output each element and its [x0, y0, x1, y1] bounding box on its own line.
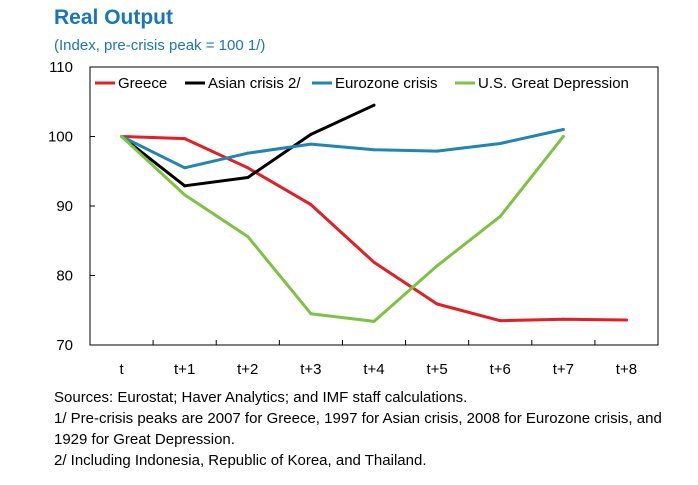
x-tick-label: t+3 — [300, 361, 321, 378]
x-tick-label: t+7 — [553, 361, 574, 378]
chart-subtitle: (Index, pre-crisis peak = 100 1/) — [54, 37, 266, 54]
data-point — [246, 151, 250, 155]
series-line-3 — [120, 135, 565, 323]
x-tick-label: t+5 — [426, 361, 447, 378]
data-point — [246, 235, 250, 239]
data-point — [309, 203, 313, 207]
y-tick-label: 110 — [49, 59, 73, 76]
data-point — [183, 193, 187, 197]
data-point — [183, 137, 187, 141]
legend-label: Eurozone crisis — [335, 75, 438, 92]
series-line-2 — [120, 128, 565, 170]
data-point — [498, 141, 502, 145]
x-tick-label: t — [119, 361, 124, 378]
data-point — [309, 312, 313, 316]
data-point — [498, 214, 502, 218]
data-point — [624, 318, 628, 322]
data-point — [372, 260, 376, 264]
sources-note: Sources: Eurostat; Haver Analytics; and … — [54, 389, 468, 406]
data-point — [246, 176, 250, 180]
data-point — [309, 142, 313, 146]
chart-title: Real Output — [54, 6, 173, 29]
y-tick-label: 80 — [56, 268, 73, 285]
data-point — [372, 148, 376, 152]
data-point — [561, 128, 565, 132]
data-point — [561, 135, 565, 138]
data-point — [498, 319, 502, 323]
x-tick-label: t+2 — [237, 361, 258, 378]
footnote-1: 1/ Pre-crisis peaks are 2007 for Greece,… — [54, 410, 662, 448]
data-point — [183, 184, 187, 188]
x-tick-label: t+1 — [174, 361, 195, 378]
x-tick-label: t+6 — [490, 361, 511, 378]
data-point — [435, 149, 439, 153]
data-point — [561, 317, 565, 321]
legend-label: Greece — [118, 75, 167, 92]
data-point — [372, 103, 376, 107]
footnote-2: 2/ Including Indonesia, Republic of Kore… — [54, 452, 427, 469]
data-point — [309, 132, 313, 136]
data-point — [246, 166, 250, 170]
legend-label: U.S. Great Depression — [478, 75, 629, 92]
data-point — [372, 319, 376, 323]
y-tick-label: 70 — [56, 337, 73, 354]
data-point — [435, 302, 439, 306]
data-point — [435, 264, 439, 268]
y-tick-label: 100 — [48, 129, 73, 146]
x-tick-label: t+4 — [363, 361, 384, 378]
plot-frame — [89, 66, 659, 346]
data-point — [183, 166, 187, 170]
x-tick-label: t+8 — [616, 361, 637, 378]
chart-notes: Sources: Eurostat; Haver Analytics; and … — [54, 387, 684, 471]
legend-label: Asian crisis 2/ — [208, 75, 301, 92]
data-point — [120, 135, 124, 138]
y-tick-label: 90 — [56, 198, 73, 215]
